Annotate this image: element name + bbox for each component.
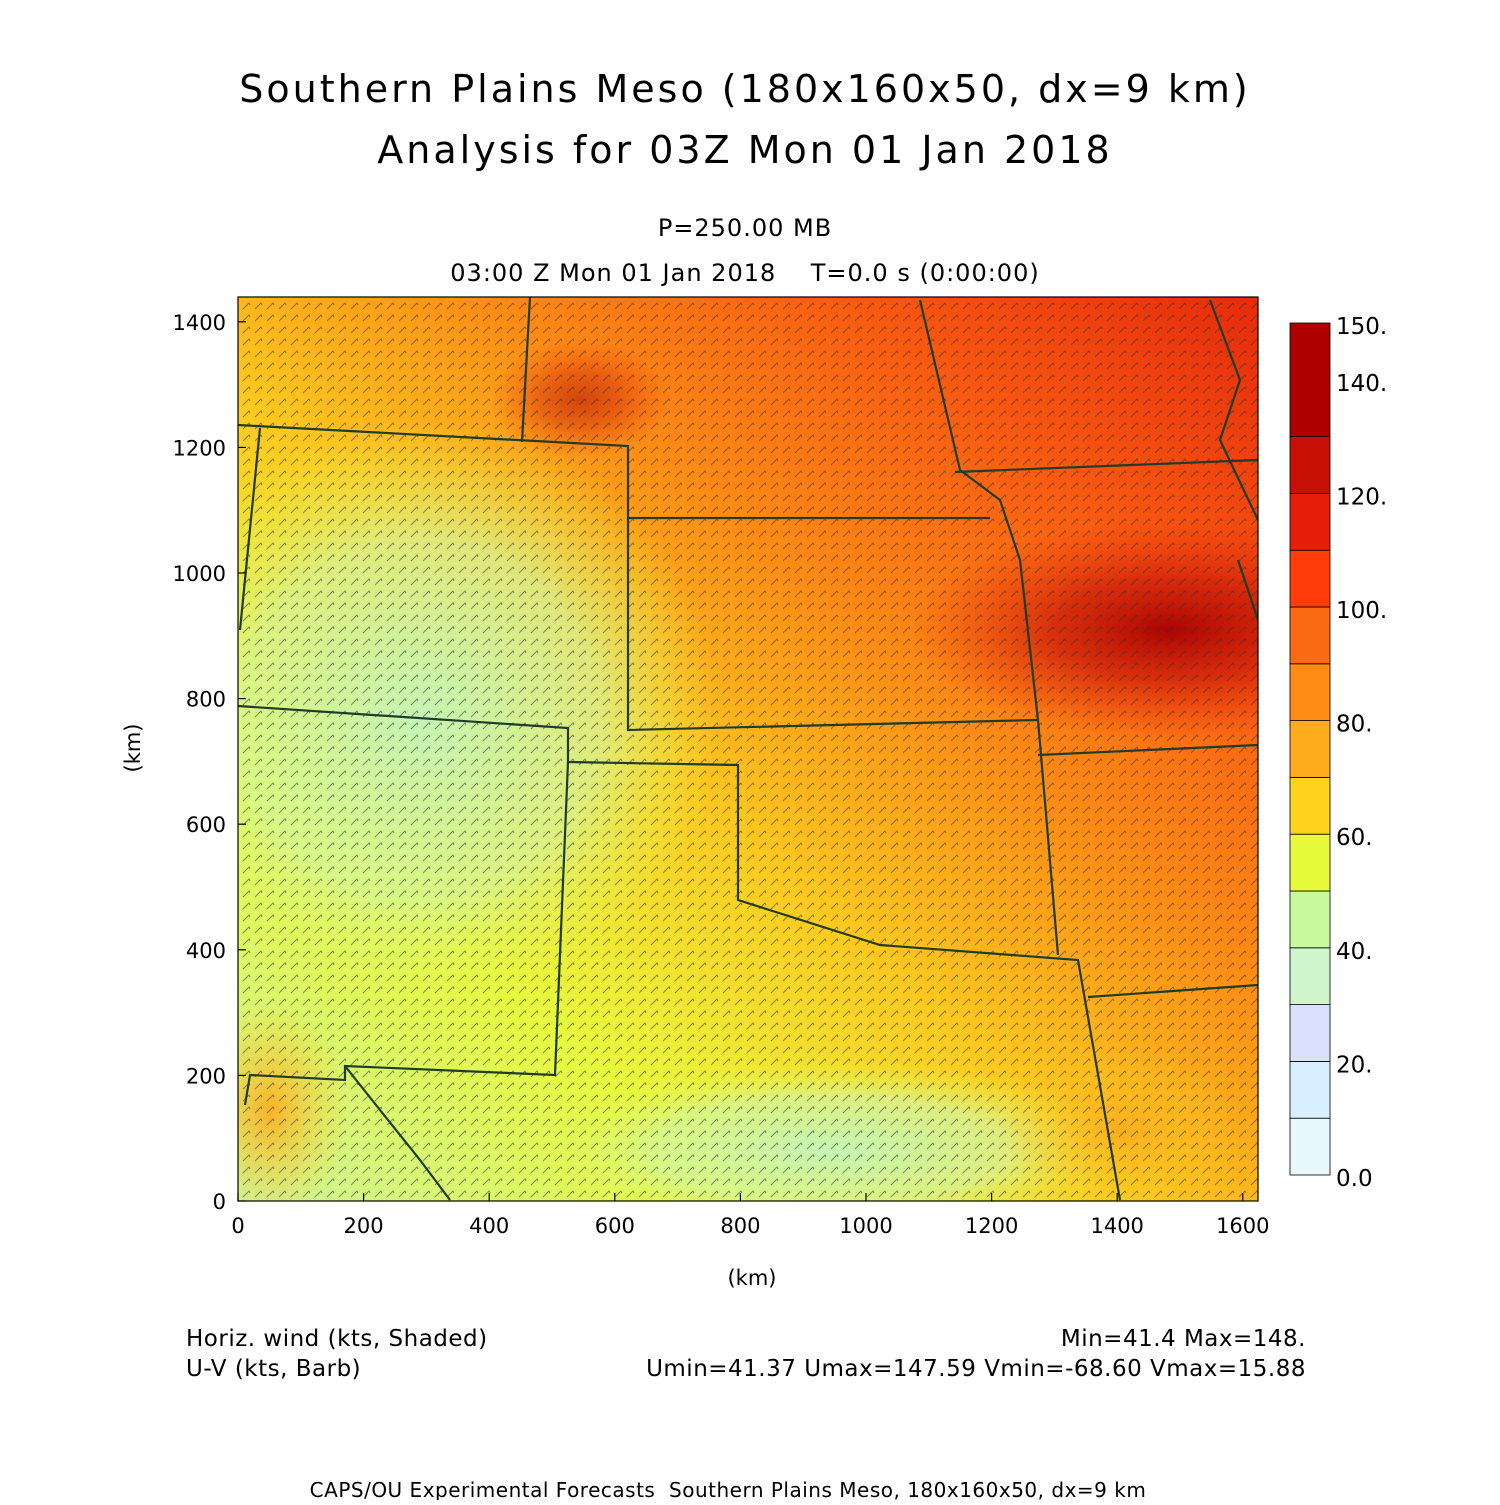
x-tick-label: 0	[231, 1214, 244, 1238]
colorbar-bin	[1289, 777, 1331, 835]
colorbar-bin	[1289, 663, 1331, 721]
colorbar-label: 120.	[1336, 484, 1387, 510]
colorbar-bin	[1289, 1004, 1331, 1062]
colorbar-bin	[1289, 492, 1331, 551]
chart-title-line2: Analysis for 03Z Mon 01 Jan 2018	[377, 128, 1112, 172]
y-tick-label: 1200	[173, 436, 226, 460]
colorbar-label: 40.	[1336, 939, 1373, 965]
colorbar-bin	[1289, 833, 1331, 892]
min-max-stats: Min=41.4 Max=148.	[1061, 1326, 1306, 1352]
colorbar-label: 80.	[1336, 712, 1373, 738]
pressure-level: P=250.00 MB	[658, 214, 832, 242]
colorbar-label: 100.	[1336, 598, 1387, 624]
chart-title-line1: Southern Plains Meso (180x160x50, dx=9 k…	[239, 67, 1250, 111]
wind-speed-shading	[238, 297, 1258, 1201]
colorbar-label: 140.	[1336, 371, 1387, 397]
x-tick-label: 1400	[1090, 1214, 1143, 1238]
x-tick-label: 400	[469, 1214, 509, 1238]
x-axis-ticks: 0 200 400 600 800 1000 1200 1400 1600	[231, 1193, 1270, 1238]
colorbar: 0.0 20. 40. 60. 80. 100. 120. 140. 150.	[1289, 314, 1387, 1192]
colorbar-bin	[1289, 322, 1331, 437]
y-tick-label: 200	[186, 1064, 226, 1088]
plot-frame	[237, 296, 1259, 1202]
y-tick-label: 0	[213, 1190, 226, 1214]
colorbar-bin	[1289, 436, 1331, 494]
y-tick-label: 400	[186, 939, 226, 963]
x-tick-label: 600	[595, 1214, 635, 1238]
y-axis-ticks: 0 200 400 600 800 1000 1200 1400	[173, 311, 246, 1214]
field-shaded-label: Horiz. wind (kts, Shaded)	[186, 1326, 488, 1352]
x-tick-label: 1000	[839, 1214, 892, 1238]
colorbar-bin	[1289, 1061, 1331, 1119]
colorbar-label: 150.	[1336, 314, 1387, 340]
x-tick-label: 1600	[1216, 1214, 1269, 1238]
y-tick-label: 1000	[173, 562, 226, 586]
colorbar-label: 60.	[1336, 825, 1373, 851]
x-tick-label: 800	[720, 1214, 760, 1238]
colorbar-bin	[1289, 947, 1331, 1005]
x-tick-label: 200	[344, 1214, 384, 1238]
y-tick-label: 600	[186, 813, 226, 837]
colorbar-label: 0.0	[1336, 1166, 1373, 1192]
y-tick-label: 1400	[173, 311, 226, 335]
valid-time: 03:00 Z Mon 01 Jan 2018 T=0.0 s (0:00:00…	[450, 259, 1039, 287]
colorbar-bin	[1289, 890, 1331, 949]
colorbar-label: 20.	[1336, 1052, 1373, 1078]
field-barb-label: U-V (kts, Barb)	[186, 1356, 361, 1382]
x-axis-label: (km)	[727, 1266, 776, 1290]
y-axis-label: (km)	[121, 723, 145, 772]
colorbar-bin	[1289, 606, 1331, 665]
colorbar-bin	[1289, 1117, 1331, 1176]
credit-line: CAPS/OU Experimental Forecasts Southern …	[310, 1478, 1147, 1500]
state-boundaries	[238, 297, 1258, 1201]
colorbar-bin	[1289, 720, 1331, 778]
y-tick-label: 800	[186, 688, 226, 712]
colorbar-bin	[1289, 549, 1331, 608]
x-tick-label: 1200	[965, 1214, 1018, 1238]
uv-stats: Umin=41.37 Umax=147.59 Vmin=-68.60 Vmax=…	[646, 1356, 1306, 1382]
